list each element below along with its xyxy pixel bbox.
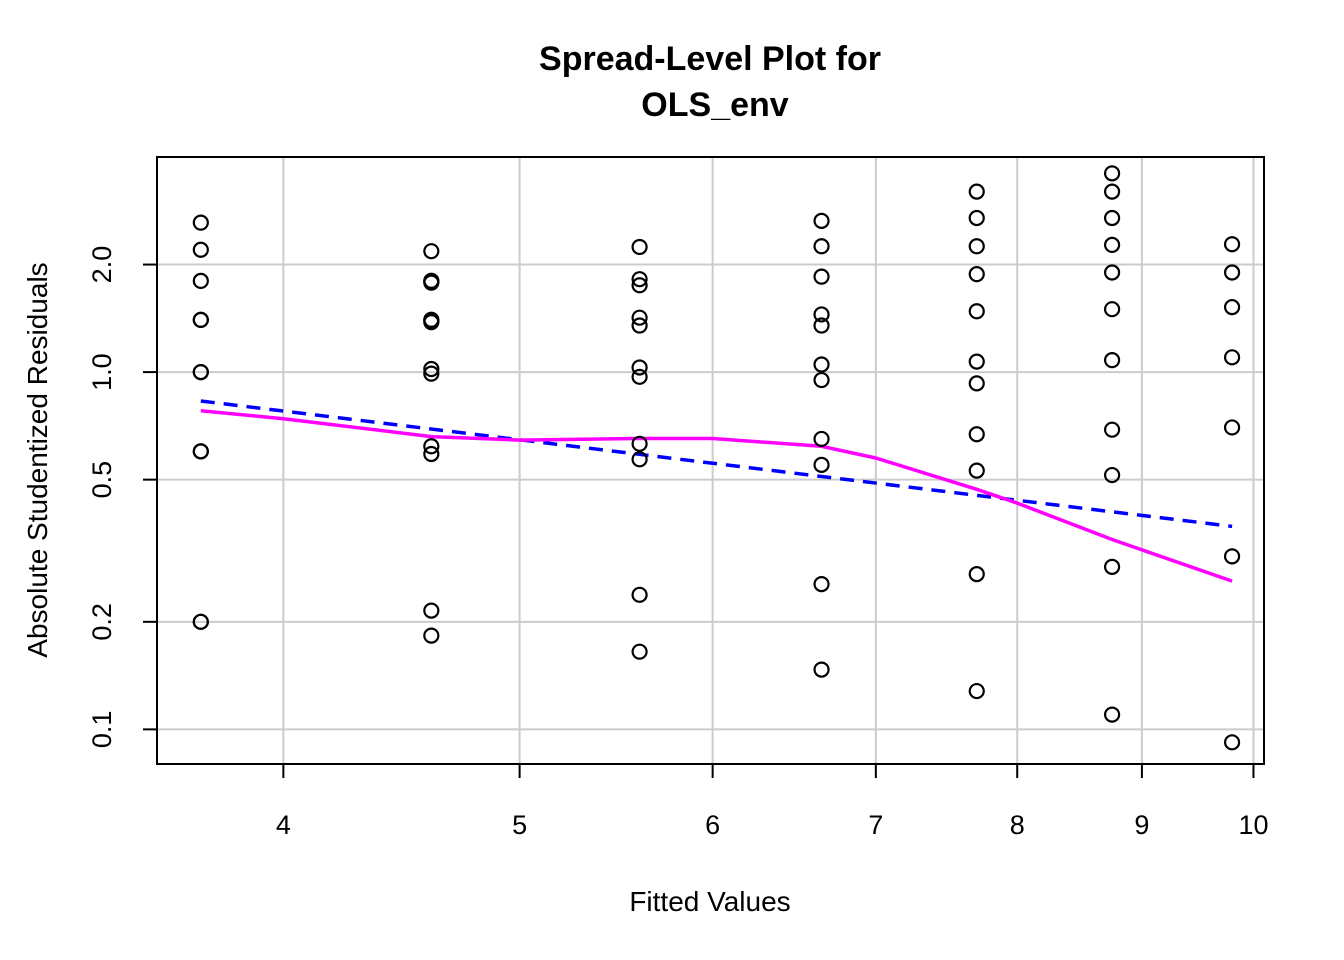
data-point <box>631 368 648 385</box>
data-point <box>1103 165 1121 182</box>
data-point <box>1103 466 1121 484</box>
data-point <box>1223 419 1241 436</box>
data-point <box>423 314 440 331</box>
data-point <box>192 364 209 381</box>
data-point <box>423 602 440 619</box>
data-point <box>1103 558 1121 575</box>
data-point <box>192 241 209 258</box>
data-point <box>1223 236 1241 253</box>
data-point <box>968 183 985 200</box>
data-point <box>1103 236 1121 254</box>
data-point <box>423 365 440 382</box>
data-point <box>968 209 985 227</box>
data-point <box>423 243 440 260</box>
data-point <box>631 643 648 660</box>
data-point <box>631 317 648 334</box>
data-point <box>813 456 830 473</box>
x-tick-label: 7 <box>868 810 883 840</box>
data-point <box>813 212 830 229</box>
x-tick-label: 10 <box>1238 810 1268 840</box>
data-point <box>192 613 209 630</box>
data-point <box>813 576 830 593</box>
data-point <box>631 586 648 603</box>
data-point <box>423 438 440 455</box>
y-axis-label: Absolute Studentized Residuals <box>22 262 53 657</box>
data-point <box>1223 349 1241 366</box>
data-point <box>968 266 985 283</box>
x-tick-label: 4 <box>276 810 291 840</box>
data-point <box>1103 352 1121 369</box>
x-axis-label: Fitted Values <box>629 886 790 917</box>
data-point <box>1223 264 1241 281</box>
data-point <box>631 238 648 256</box>
data-point <box>968 682 985 700</box>
data-point <box>192 272 209 289</box>
data-point <box>1223 548 1241 565</box>
y-tick-label: 0.2 <box>87 603 117 641</box>
data-point <box>813 306 830 323</box>
data-point <box>813 430 830 448</box>
chart-title-line-1: Spread-Level Plot for <box>539 40 881 78</box>
data-point <box>813 356 830 373</box>
data-point <box>813 317 830 334</box>
data-point <box>192 311 209 328</box>
data-point <box>423 274 440 291</box>
x-tick-label: 6 <box>705 810 720 840</box>
data-point <box>1103 183 1121 200</box>
grid-lines <box>157 157 1264 764</box>
plot-frame <box>156 156 1265 765</box>
data-point <box>813 238 830 255</box>
data-point <box>631 277 648 294</box>
data-point <box>968 566 985 583</box>
data-point <box>1103 209 1121 227</box>
data-point <box>968 353 985 370</box>
data-point <box>423 627 440 644</box>
data-point <box>631 309 648 326</box>
axes: 4 5 6 7 8 9 10 0.1 0.2 0.5 1.0 2.0 <box>87 246 1268 840</box>
data-point <box>1103 264 1121 281</box>
x-tick-label: 9 <box>1134 810 1149 840</box>
y-tick-label: 1.0 <box>87 353 117 391</box>
x-tick-label: 8 <box>1010 810 1025 840</box>
data-point <box>1223 734 1241 751</box>
data-point <box>813 268 830 285</box>
y-tick-label: 0.5 <box>87 461 117 499</box>
data-point <box>1103 301 1121 318</box>
linear-fit-line <box>200 399 1233 529</box>
data-point <box>1103 706 1121 723</box>
data-point <box>968 238 985 255</box>
smooth-fit-line <box>200 408 1233 583</box>
y-tick-label: 2.0 <box>87 246 117 284</box>
data-point <box>423 445 440 463</box>
data-point <box>631 435 648 452</box>
data-point <box>968 375 985 392</box>
data-point <box>813 371 830 389</box>
x-tick-label: 5 <box>512 810 527 840</box>
data-points <box>192 165 1241 751</box>
data-point <box>192 214 209 231</box>
y-tick-label: 0.1 <box>87 711 117 749</box>
data-point <box>968 426 985 443</box>
data-point <box>631 451 648 468</box>
data-point <box>192 443 209 460</box>
data-point <box>423 360 440 378</box>
data-point <box>631 271 648 288</box>
data-point <box>968 303 985 320</box>
trend-lines <box>200 399 1233 583</box>
data-point <box>1103 421 1121 438</box>
data-point <box>813 661 830 678</box>
data-point <box>968 462 985 479</box>
data-point <box>631 359 648 376</box>
data-point <box>1223 299 1241 316</box>
chart-title-line-2: OLS_env <box>641 86 788 124</box>
